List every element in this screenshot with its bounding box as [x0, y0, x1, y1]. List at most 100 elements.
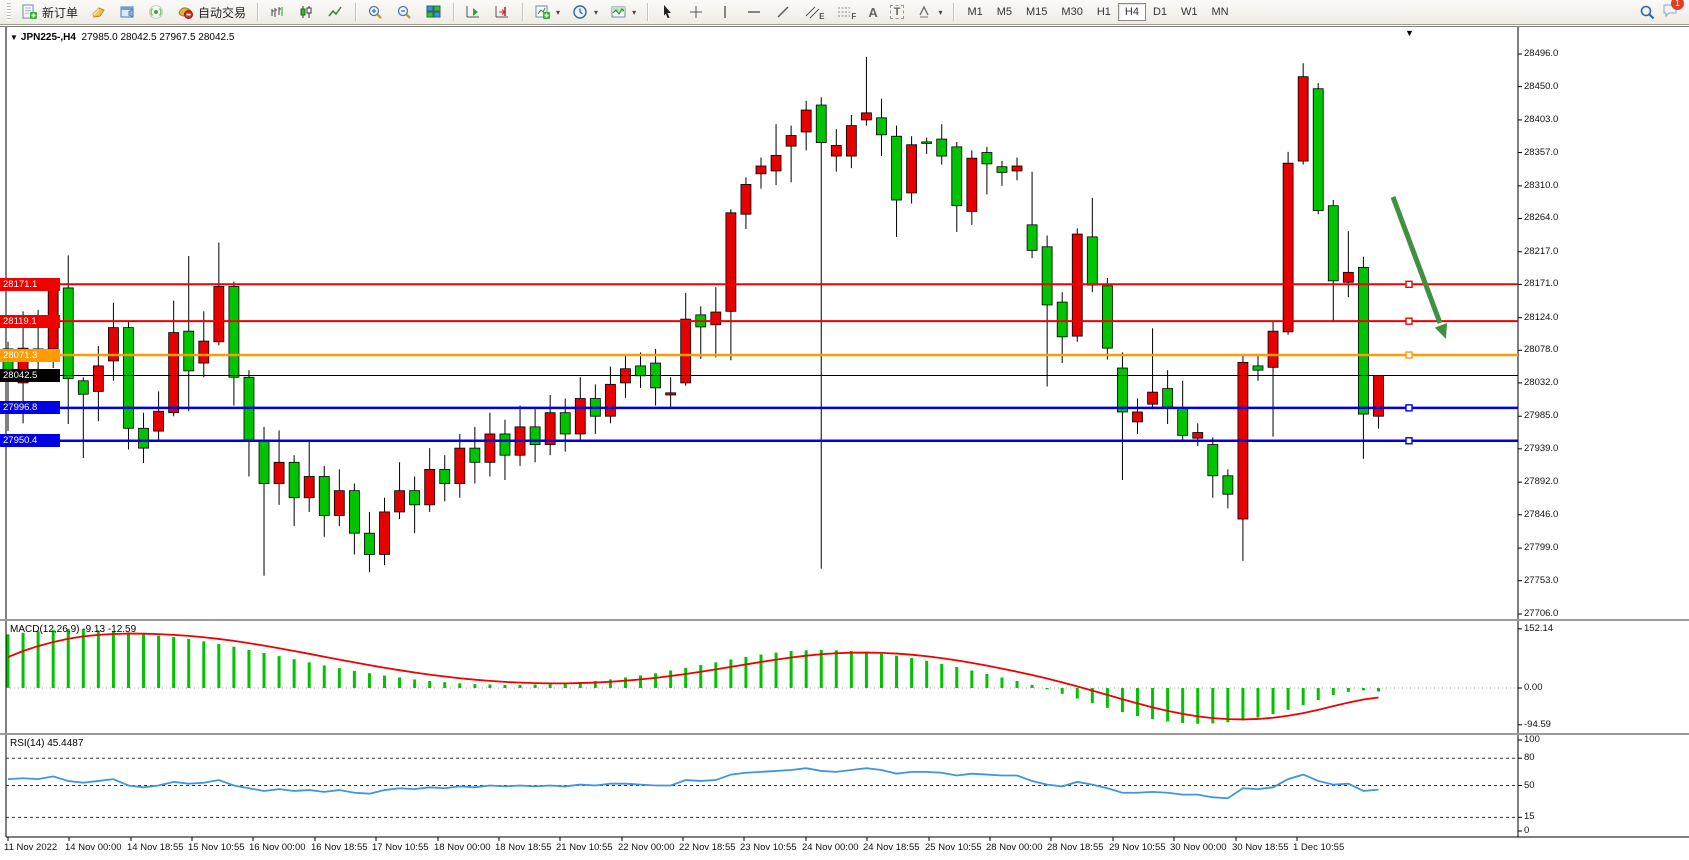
- zoom-out-button[interactable]: [391, 1, 418, 23]
- candle: [1373, 375, 1384, 417]
- candle: [891, 135, 902, 201]
- indicators-button[interactable]: ▾: [605, 1, 641, 23]
- candlestick-mode-button[interactable]: [293, 1, 320, 23]
- collapse-triangle-icon[interactable]: ▼: [10, 33, 18, 42]
- candle: [409, 490, 421, 506]
- hline-handle[interactable]: [14, 404, 22, 412]
- candle: [288, 461, 300, 499]
- text-tool-icon: A: [868, 4, 878, 20]
- horizontal-line-tool-button[interactable]: [741, 1, 768, 23]
- timeframe-button-d1[interactable]: D1: [1152, 6, 1168, 18]
- hline-handle[interactable]: [14, 317, 22, 325]
- market-watch-button[interactable]: [85, 1, 112, 23]
- hline-handle[interactable]: [14, 437, 22, 445]
- fibonacci-tool-button[interactable]: F: [831, 1, 861, 24]
- timeframe-button-m30[interactable]: M30: [1061, 6, 1083, 18]
- line-chart-mode-button[interactable]: [322, 1, 349, 23]
- bar-chart-mode-button[interactable]: [264, 1, 291, 23]
- auto-scroll-button[interactable]: [460, 1, 487, 23]
- trend-arrow-line[interactable]: [1390, 196, 1443, 324]
- timeframe-button-h4[interactable]: H4: [1117, 3, 1146, 21]
- candle: [47, 287, 59, 350]
- candlestick-icon: [300, 6, 312, 18]
- pane-splitter-macd[interactable]: [0, 619, 1689, 621]
- arrows-tool-button[interactable]: ▾: [911, 1, 947, 23]
- candle: [1177, 407, 1189, 436]
- candle: [394, 490, 405, 513]
- timeframe-button-h1[interactable]: H1: [1096, 6, 1111, 18]
- new-chart-button[interactable]: ▾: [529, 1, 565, 23]
- signals-button[interactable]: [143, 1, 170, 23]
- candle: [183, 330, 195, 372]
- candle: [921, 141, 933, 144]
- hline-handle[interactable]: [14, 280, 22, 289]
- chevron-down-icon[interactable]: ▾: [556, 7, 561, 17]
- periods-button[interactable]: ▾: [567, 1, 603, 23]
- toolbar-separator: [257, 3, 259, 21]
- candle: [243, 376, 255, 442]
- hline-handle[interactable]: [1405, 317, 1413, 325]
- text-label-icon: T: [889, 5, 905, 19]
- candle: [484, 433, 496, 463]
- candle: [1297, 76, 1309, 162]
- macd-indicator-label: MACD(12,26,9) -9.13 -12.59: [10, 624, 137, 635]
- candle: [725, 212, 737, 312]
- chevron-down-icon[interactable]: ▾: [632, 7, 637, 17]
- vertical-line-tool-button[interactable]: [712, 1, 739, 23]
- toolbar-separator: [355, 3, 357, 21]
- hline-handle[interactable]: [1405, 437, 1413, 445]
- candle: [92, 365, 104, 392]
- candle: [1222, 475, 1234, 495]
- timeframe-button-m15[interactable]: M15: [1026, 6, 1048, 18]
- vertical-line-icon: [724, 6, 726, 18]
- search-icon[interactable]: [1639, 4, 1656, 20]
- candle: [605, 383, 616, 417]
- cursor-tool-button[interactable]: [654, 1, 681, 23]
- pane-splitter-rsi[interactable]: [0, 733, 1689, 735]
- candle: [273, 461, 285, 484]
- timeframe-button-mn[interactable]: MN: [1211, 6, 1229, 18]
- tile-windows-button[interactable]: [420, 1, 447, 23]
- toolbar-separator: [647, 3, 649, 21]
- zoom-in-button[interactable]: [362, 1, 389, 23]
- candle: [1041, 246, 1053, 306]
- notifications-button[interactable]: 1: [1662, 0, 1684, 23]
- chart-canvas[interactable]: [0, 27, 1689, 860]
- candle: [1147, 391, 1158, 405]
- candle: [1252, 365, 1264, 371]
- chevron-down-icon[interactable]: ▾: [938, 7, 943, 17]
- hline-handle[interactable]: [1405, 404, 1413, 412]
- channel-tool-button[interactable]: E: [799, 1, 829, 24]
- new-order-button[interactable]: 新订单: [16, 1, 83, 24]
- chart-area[interactable]: 28496.0 28450.0 28403.0 28357.0 28310.0 28264…: [0, 26, 1689, 860]
- trendline-tool-button[interactable]: [770, 1, 797, 23]
- candle: [665, 392, 677, 396]
- timeframe-button-m5[interactable]: M5: [996, 6, 1013, 18]
- chevron-down-icon[interactable]: ▾: [594, 7, 599, 17]
- chart-top-marker-icon: ▼: [1405, 28, 1414, 38]
- toolbar-separator: [453, 3, 455, 21]
- text-label-tool-button[interactable]: T: [885, 2, 910, 22]
- timeframe-button-w1[interactable]: W1: [1181, 6, 1198, 18]
- hline-handle[interactable]: [1405, 280, 1413, 289]
- auto-trading-button[interactable]: 自动交易: [172, 1, 251, 24]
- candle: [213, 286, 225, 343]
- hline-handle[interactable]: [14, 351, 22, 359]
- timeframe-button-m1[interactable]: M1: [967, 6, 983, 18]
- terminal-button[interactable]: [114, 1, 141, 23]
- candle: [1192, 432, 1204, 439]
- toolbar-grip[interactable]: [7, 3, 11, 21]
- trend-arrow-head[interactable]: [1434, 323, 1447, 339]
- candle: [17, 347, 29, 384]
- candle: [424, 468, 436, 506]
- fibonacci-icon: [838, 7, 851, 17]
- text-tool-button[interactable]: A: [863, 2, 882, 23]
- chart-shift-icon: [495, 6, 509, 18]
- candle: [1342, 271, 1354, 283]
- crosshair-tool-button[interactable]: [683, 1, 710, 23]
- chart-shift-button[interactable]: [489, 1, 516, 23]
- chart-ohlc-values: 27985.0 28042.5 27967.5 28042.5: [81, 32, 235, 43]
- hline-handle[interactable]: [1405, 351, 1413, 359]
- candle: [469, 447, 481, 463]
